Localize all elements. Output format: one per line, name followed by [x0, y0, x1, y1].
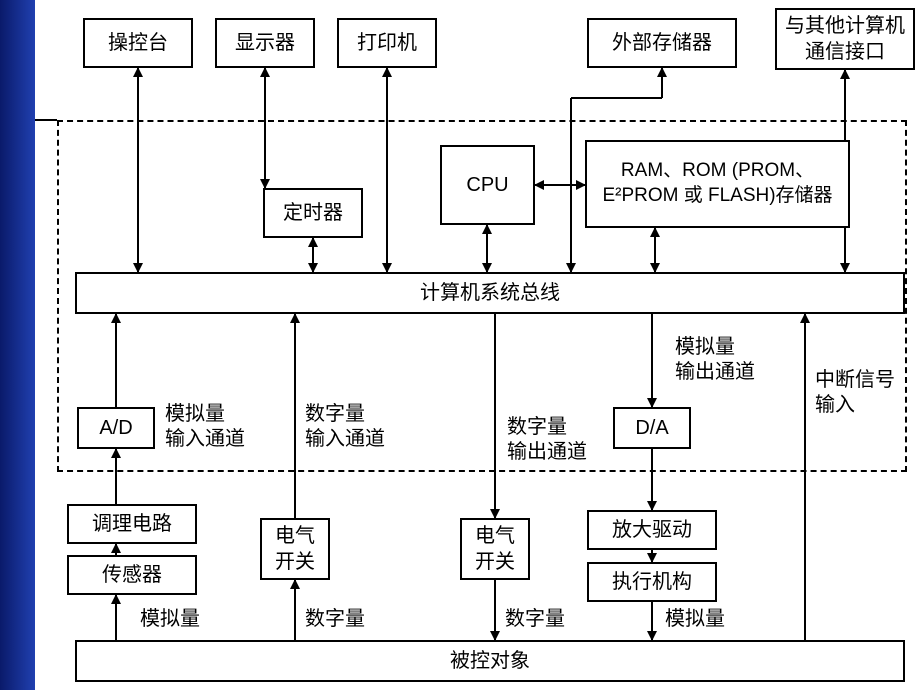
label-analog-b: 模拟量 [665, 607, 725, 632]
label-analog-output-channel: 模拟量输出通道 [675, 335, 765, 385]
node-label: 传感器 [102, 562, 162, 588]
node-display: 显示器 [215, 18, 315, 68]
node-ad-converter: A/D [77, 407, 155, 449]
node-label: 被控对象 [450, 648, 530, 674]
block-diagram: 操控台 显示器 打印机 外部存储器 与其他计算机通信接口 定时器 CPU RAM… [35, 0, 920, 690]
node-label: 计算机系统总线 [420, 280, 560, 306]
node-external-storage: 外部存储器 [587, 18, 737, 68]
node-label: RAM、ROM (PROM、E²PROM 或 FLASH)存储器 [587, 159, 848, 208]
node-label: 打印机 [357, 30, 417, 56]
label-digital-b: 数字量 [505, 607, 565, 632]
node-conditioning-circuit: 调理电路 [67, 504, 197, 544]
node-label: 放大驱动 [612, 517, 692, 543]
label-text: 数字量 [505, 608, 565, 630]
node-label: 调理电路 [92, 511, 172, 537]
label-digital-output-channel: 数字量输出通道 [507, 415, 597, 465]
label-digital-a: 数字量 [305, 607, 365, 632]
node-cpu: CPU [440, 145, 535, 225]
node-label: 操控台 [108, 30, 168, 56]
node-actuator: 执行机构 [587, 562, 717, 602]
label-text: 模拟量 [140, 608, 200, 630]
node-label: 执行机构 [612, 569, 692, 595]
label-interrupt-signal-input: 中断信号输入 [815, 368, 905, 418]
node-label: A/D [99, 415, 132, 441]
node-memory: RAM、ROM (PROM、E²PROM 或 FLASH)存储器 [585, 140, 850, 228]
label-analog-a: 模拟量 [140, 607, 200, 632]
node-printer: 打印机 [337, 18, 437, 68]
node-da-converter: D/A [613, 407, 691, 449]
label-text: 模拟量 [665, 608, 725, 630]
node-label: 与其他计算机通信接口 [777, 13, 913, 65]
node-label: 定时器 [283, 200, 343, 226]
node-other-interface: 与其他计算机通信接口 [775, 8, 915, 70]
node-label: CPU [466, 172, 508, 198]
node-label: 外部存储器 [612, 30, 712, 56]
node-label: D/A [635, 415, 668, 441]
node-sensor: 传感器 [67, 555, 197, 595]
node-timer: 定时器 [263, 188, 363, 238]
node-electric-switch-2: 电气开关 [460, 518, 530, 580]
label-analog-input-channel: 模拟量输入通道 [165, 402, 255, 452]
node-amplifier-driver: 放大驱动 [587, 510, 717, 550]
node-electric-switch-1: 电气开关 [260, 518, 330, 580]
node-controlled-object: 被控对象 [75, 640, 905, 682]
node-label: 显示器 [235, 30, 295, 56]
node-console: 操控台 [83, 18, 193, 68]
label-text: 数字量 [305, 608, 365, 630]
node-system-bus: 计算机系统总线 [75, 272, 905, 314]
label-digital-input-channel: 数字量输入通道 [305, 402, 395, 452]
left-accent-bar [0, 0, 35, 690]
